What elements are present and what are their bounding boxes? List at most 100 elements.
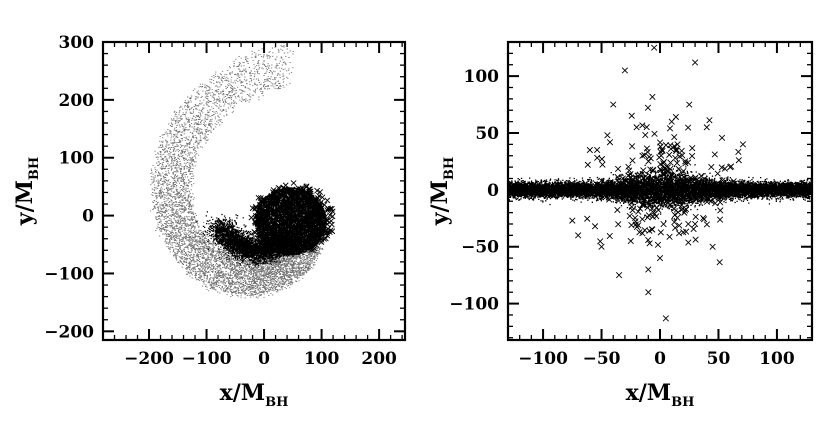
heavy-particle-marker xyxy=(310,226,317,233)
x-tick-label: −100 xyxy=(518,349,568,369)
heavy-particle-marker xyxy=(709,243,716,250)
heavy-particle-marker xyxy=(298,249,304,256)
scatter-points-heavy xyxy=(569,44,755,322)
heavy-particle-marker xyxy=(628,199,635,206)
heavy-particle-marker xyxy=(606,139,614,146)
heavy-particle-marker xyxy=(625,163,632,170)
heavy-particle-marker xyxy=(703,221,711,228)
heavy-particle-marker xyxy=(303,183,310,190)
y-axis-label: y/MBH xyxy=(12,157,42,226)
heavy-particle-marker xyxy=(665,176,672,183)
heavy-particle-marker xyxy=(674,141,681,148)
heavy-particle-marker xyxy=(628,112,635,119)
heavy-particle-marker xyxy=(642,173,649,180)
x-tick-label: 100 xyxy=(759,349,795,369)
heavy-particle-marker xyxy=(651,130,658,137)
heavy-particle-marker xyxy=(256,224,263,231)
heavy-particle-marker xyxy=(700,214,707,222)
heavy-particle-marker xyxy=(301,195,307,201)
heavy-particle-marker xyxy=(629,157,636,164)
heavy-particle-marker xyxy=(684,124,692,131)
heavy-particle-marker xyxy=(660,170,667,177)
y-tick-label: 200 xyxy=(59,91,95,111)
heavy-particle-marker xyxy=(645,212,653,219)
heavy-particle-marker xyxy=(584,192,591,199)
heavy-particle-marker xyxy=(316,220,323,227)
heavy-particle-marker xyxy=(645,266,652,273)
heavy-particle-marker xyxy=(633,124,640,131)
heavy-particle-marker xyxy=(569,217,576,224)
heavy-particle-marker xyxy=(707,193,714,200)
heavy-particle-marker xyxy=(310,203,317,209)
heavy-particle-marker xyxy=(649,226,656,233)
heavy-particle-marker xyxy=(285,238,292,245)
heavy-particle-marker xyxy=(649,187,657,194)
heavy-particle-marker xyxy=(666,151,673,158)
heavy-particle-marker xyxy=(676,153,683,160)
heavy-particle-marker xyxy=(586,146,593,154)
heavy-particle-marker xyxy=(727,163,734,171)
heavy-particle-marker xyxy=(615,272,623,279)
y-tick-label: −200 xyxy=(44,322,94,342)
x-tick-label: 200 xyxy=(361,349,397,369)
heavy-particle-marker xyxy=(305,199,312,206)
heavy-particle-marker xyxy=(293,246,299,253)
heavy-particle-marker xyxy=(703,198,711,205)
heavy-particle-marker xyxy=(639,215,646,223)
right-panel: −100 −50 0 50 100 −100 −50 0 50 100 x/MBH y/MBH xyxy=(427,40,814,410)
heavy-particle-marker xyxy=(628,189,635,196)
heavy-particle-marker xyxy=(698,172,705,180)
heavy-particle-marker xyxy=(690,225,697,233)
heavy-particle-marker xyxy=(695,190,702,197)
heavy-particle-marker xyxy=(249,205,256,212)
heavy-particle-marker xyxy=(681,184,689,191)
heavy-particle-marker xyxy=(598,155,606,163)
heavy-particle-marker xyxy=(716,259,723,266)
heavy-particle-marker xyxy=(667,185,674,192)
heavy-particle-marker xyxy=(668,189,676,196)
heavy-particle-marker xyxy=(282,191,288,197)
heavy-particle-marker xyxy=(284,240,291,247)
heavy-particle-marker xyxy=(640,167,647,174)
heavy-particle-marker xyxy=(642,131,649,139)
spiral-arm-points xyxy=(149,45,328,299)
heavy-particle-marker xyxy=(322,228,329,235)
left-panel: −200 −100 0 100 200 −200 −100 0 100 200 300 x/MBH y/… xyxy=(12,33,407,410)
heavy-particle-marker xyxy=(290,242,297,249)
heavy-particle-marker xyxy=(261,241,268,248)
heavy-particle-marker xyxy=(270,201,277,208)
heavy-particle-marker xyxy=(675,230,683,237)
y-tick-label: −100 xyxy=(449,295,499,315)
heavy-particle-marker xyxy=(584,161,591,168)
heavy-particle-marker xyxy=(264,228,271,235)
heavy-particle-marker xyxy=(614,165,622,172)
heavy-particle-marker xyxy=(716,216,724,223)
heavy-particle-marker xyxy=(288,192,295,199)
heavy-particle-marker xyxy=(610,180,617,188)
heavy-particle-marker xyxy=(660,158,668,165)
heavy-particle-marker xyxy=(280,250,287,257)
heavy-particle-marker xyxy=(322,235,329,242)
heavy-particle-marker xyxy=(636,171,643,178)
x-tick-label: 100 xyxy=(304,349,340,369)
heavy-particle-marker xyxy=(654,195,661,203)
heavy-particle-marker xyxy=(691,59,699,66)
plot-frame xyxy=(101,40,407,342)
heavy-particle-marker xyxy=(648,181,655,188)
heavy-particle-marker xyxy=(329,213,336,220)
heavy-particle-marker xyxy=(675,165,682,172)
x-tick-label: 0 xyxy=(258,349,270,369)
heavy-particle-marker xyxy=(653,213,660,220)
heavy-particle-marker xyxy=(280,184,287,191)
heavy-particle-marker xyxy=(306,188,313,195)
heavy-particle-marker xyxy=(651,210,658,217)
heavy-particle-marker xyxy=(318,210,325,217)
heavy-particle-marker xyxy=(325,206,332,213)
heavy-particle-marker xyxy=(293,186,300,193)
heavy-particle-marker xyxy=(303,184,310,190)
heavy-particle-marker xyxy=(660,221,667,228)
heavy-particle-marker xyxy=(324,232,331,239)
heavy-particle-marker xyxy=(718,134,726,141)
scatter-points-light xyxy=(509,160,811,222)
